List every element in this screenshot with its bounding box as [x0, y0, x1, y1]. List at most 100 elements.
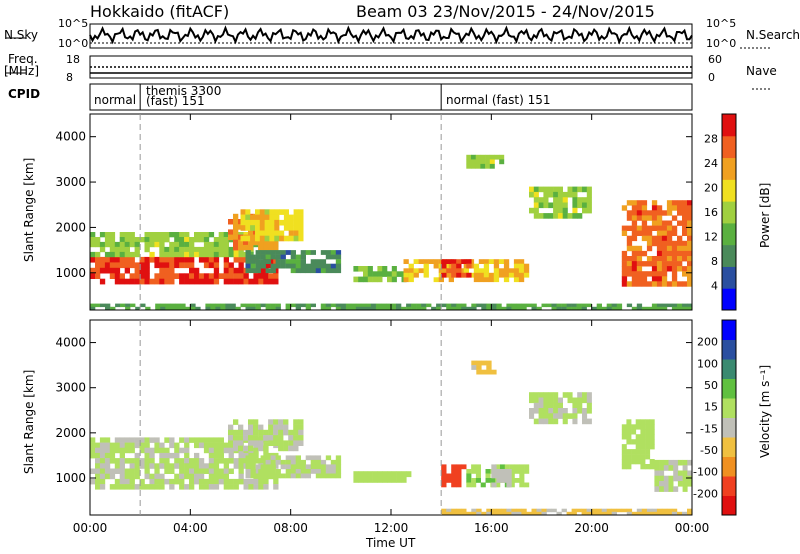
heatmap-cell [475, 154, 481, 160]
heatmap-cell [325, 455, 332, 461]
heatmap-cell [184, 273, 190, 279]
heatmap-cell [129, 273, 135, 279]
heatmap-cell [496, 303, 502, 308]
heatmap-cell [557, 413, 563, 419]
heatmap-cell [396, 303, 402, 308]
heatmap-cell [503, 268, 510, 274]
colorbar-swatch [722, 201, 736, 224]
heatmap-cell [198, 237, 205, 243]
heatmap-cells-0 [90, 154, 693, 311]
heatmap-cell [330, 464, 337, 470]
heatmap-cell [114, 447, 121, 454]
heatmap-cell [228, 219, 234, 225]
heatmap-cell [577, 402, 583, 409]
heatmap-cell [548, 202, 554, 209]
heatmap-cell [621, 464, 627, 470]
colorbar-tick-label: 28 [704, 133, 718, 146]
heatmap-cell [260, 263, 266, 269]
heatmap-cell [330, 469, 337, 474]
nave-tick-low: 0 [708, 71, 715, 84]
heatmap-cell [631, 230, 638, 236]
heatmap-cell [671, 306, 678, 311]
heatmap-cell [144, 473, 150, 480]
heatmap-cell [164, 468, 170, 474]
heatmap-cell [134, 463, 140, 469]
heatmap-cell [687, 225, 693, 231]
heatmap-cell [428, 259, 434, 264]
heatmap-cell [208, 262, 215, 269]
heatmap-cell [154, 232, 160, 238]
heatmap-cell [556, 306, 562, 311]
heatmap-cell [486, 369, 492, 375]
heatmap-cell [687, 245, 693, 252]
heatmap-cell [645, 449, 651, 455]
heatmap-cell [335, 306, 342, 311]
heatmap-cell [228, 246, 234, 253]
heatmap-cell [483, 268, 490, 274]
heatmap-cell [656, 225, 663, 231]
heatmap-cell [651, 276, 658, 282]
heatmap-cell [572, 402, 578, 409]
heatmap-cell [109, 447, 116, 454]
heatmap-cell [687, 303, 693, 308]
heatmap-cell [90, 256, 96, 263]
heatmap-cell [293, 214, 299, 221]
heatmap-cell [184, 458, 190, 464]
heatmap-cell [562, 392, 568, 398]
heatmap-cell [654, 459, 660, 466]
heatmap-cell [381, 306, 387, 311]
heatmap-cell [423, 259, 429, 264]
heatmap-cell [567, 213, 573, 219]
heatmap-cell [174, 251, 180, 258]
heatmap-cell [159, 458, 165, 464]
heatmap-cell [576, 508, 582, 513]
heatmap-cell [250, 263, 256, 269]
heatmap-cell [223, 484, 229, 490]
heatmap-cell [109, 241, 116, 248]
heatmap-cell [516, 508, 522, 513]
heatmap-cell [258, 239, 264, 246]
heatmap-cell [290, 464, 296, 470]
heatmap-cell [491, 469, 497, 474]
heatmap-cell [485, 469, 491, 474]
heatmap-cell [208, 256, 215, 263]
heatmap-cell [114, 458, 121, 464]
heatmap-cell [641, 235, 648, 242]
heatmap-cell [149, 256, 155, 263]
heatmap-cell [205, 303, 211, 308]
station-title: Hokkaido (fitACF) [90, 2, 230, 21]
heatmap-cell [260, 464, 266, 470]
heatmap-cell [305, 250, 311, 255]
heatmap-cell [495, 464, 501, 470]
heatmap-cell [264, 219, 270, 226]
heatmap-cell [253, 447, 259, 454]
heatmap-cell [320, 473, 327, 479]
heatmap-cell [129, 262, 135, 269]
heatmap-cell [456, 478, 462, 483]
heatmap-cell [243, 478, 249, 485]
heatmap-cell [263, 244, 269, 251]
y-tick-label: 3000 [55, 381, 86, 395]
heatmap-cell [280, 259, 286, 264]
heatmap-cell [645, 419, 651, 425]
heatmap-cell [591, 508, 597, 513]
heatmap-cell [486, 303, 492, 308]
heatmap-cell [203, 442, 210, 449]
heatmap-cell [682, 210, 688, 216]
heatmap-cell [245, 235, 251, 242]
heatmap-cell [278, 445, 284, 452]
heatmap-cell [456, 469, 462, 474]
heatmap-cell [456, 263, 462, 269]
heatmap-cell [671, 215, 678, 221]
heatmap-cell [189, 484, 195, 490]
heatmap-cell [446, 306, 452, 311]
heatmap-cell [99, 246, 106, 253]
heatmap-cell [471, 508, 477, 513]
heatmap-cell [335, 455, 342, 461]
heatmap-cell [682, 205, 688, 211]
heatmap-cell [305, 455, 311, 461]
heatmap-cell [508, 268, 515, 274]
heatmap-cell [273, 244, 279, 251]
heatmap-cell [433, 277, 439, 283]
heatmap-cell [260, 254, 266, 260]
